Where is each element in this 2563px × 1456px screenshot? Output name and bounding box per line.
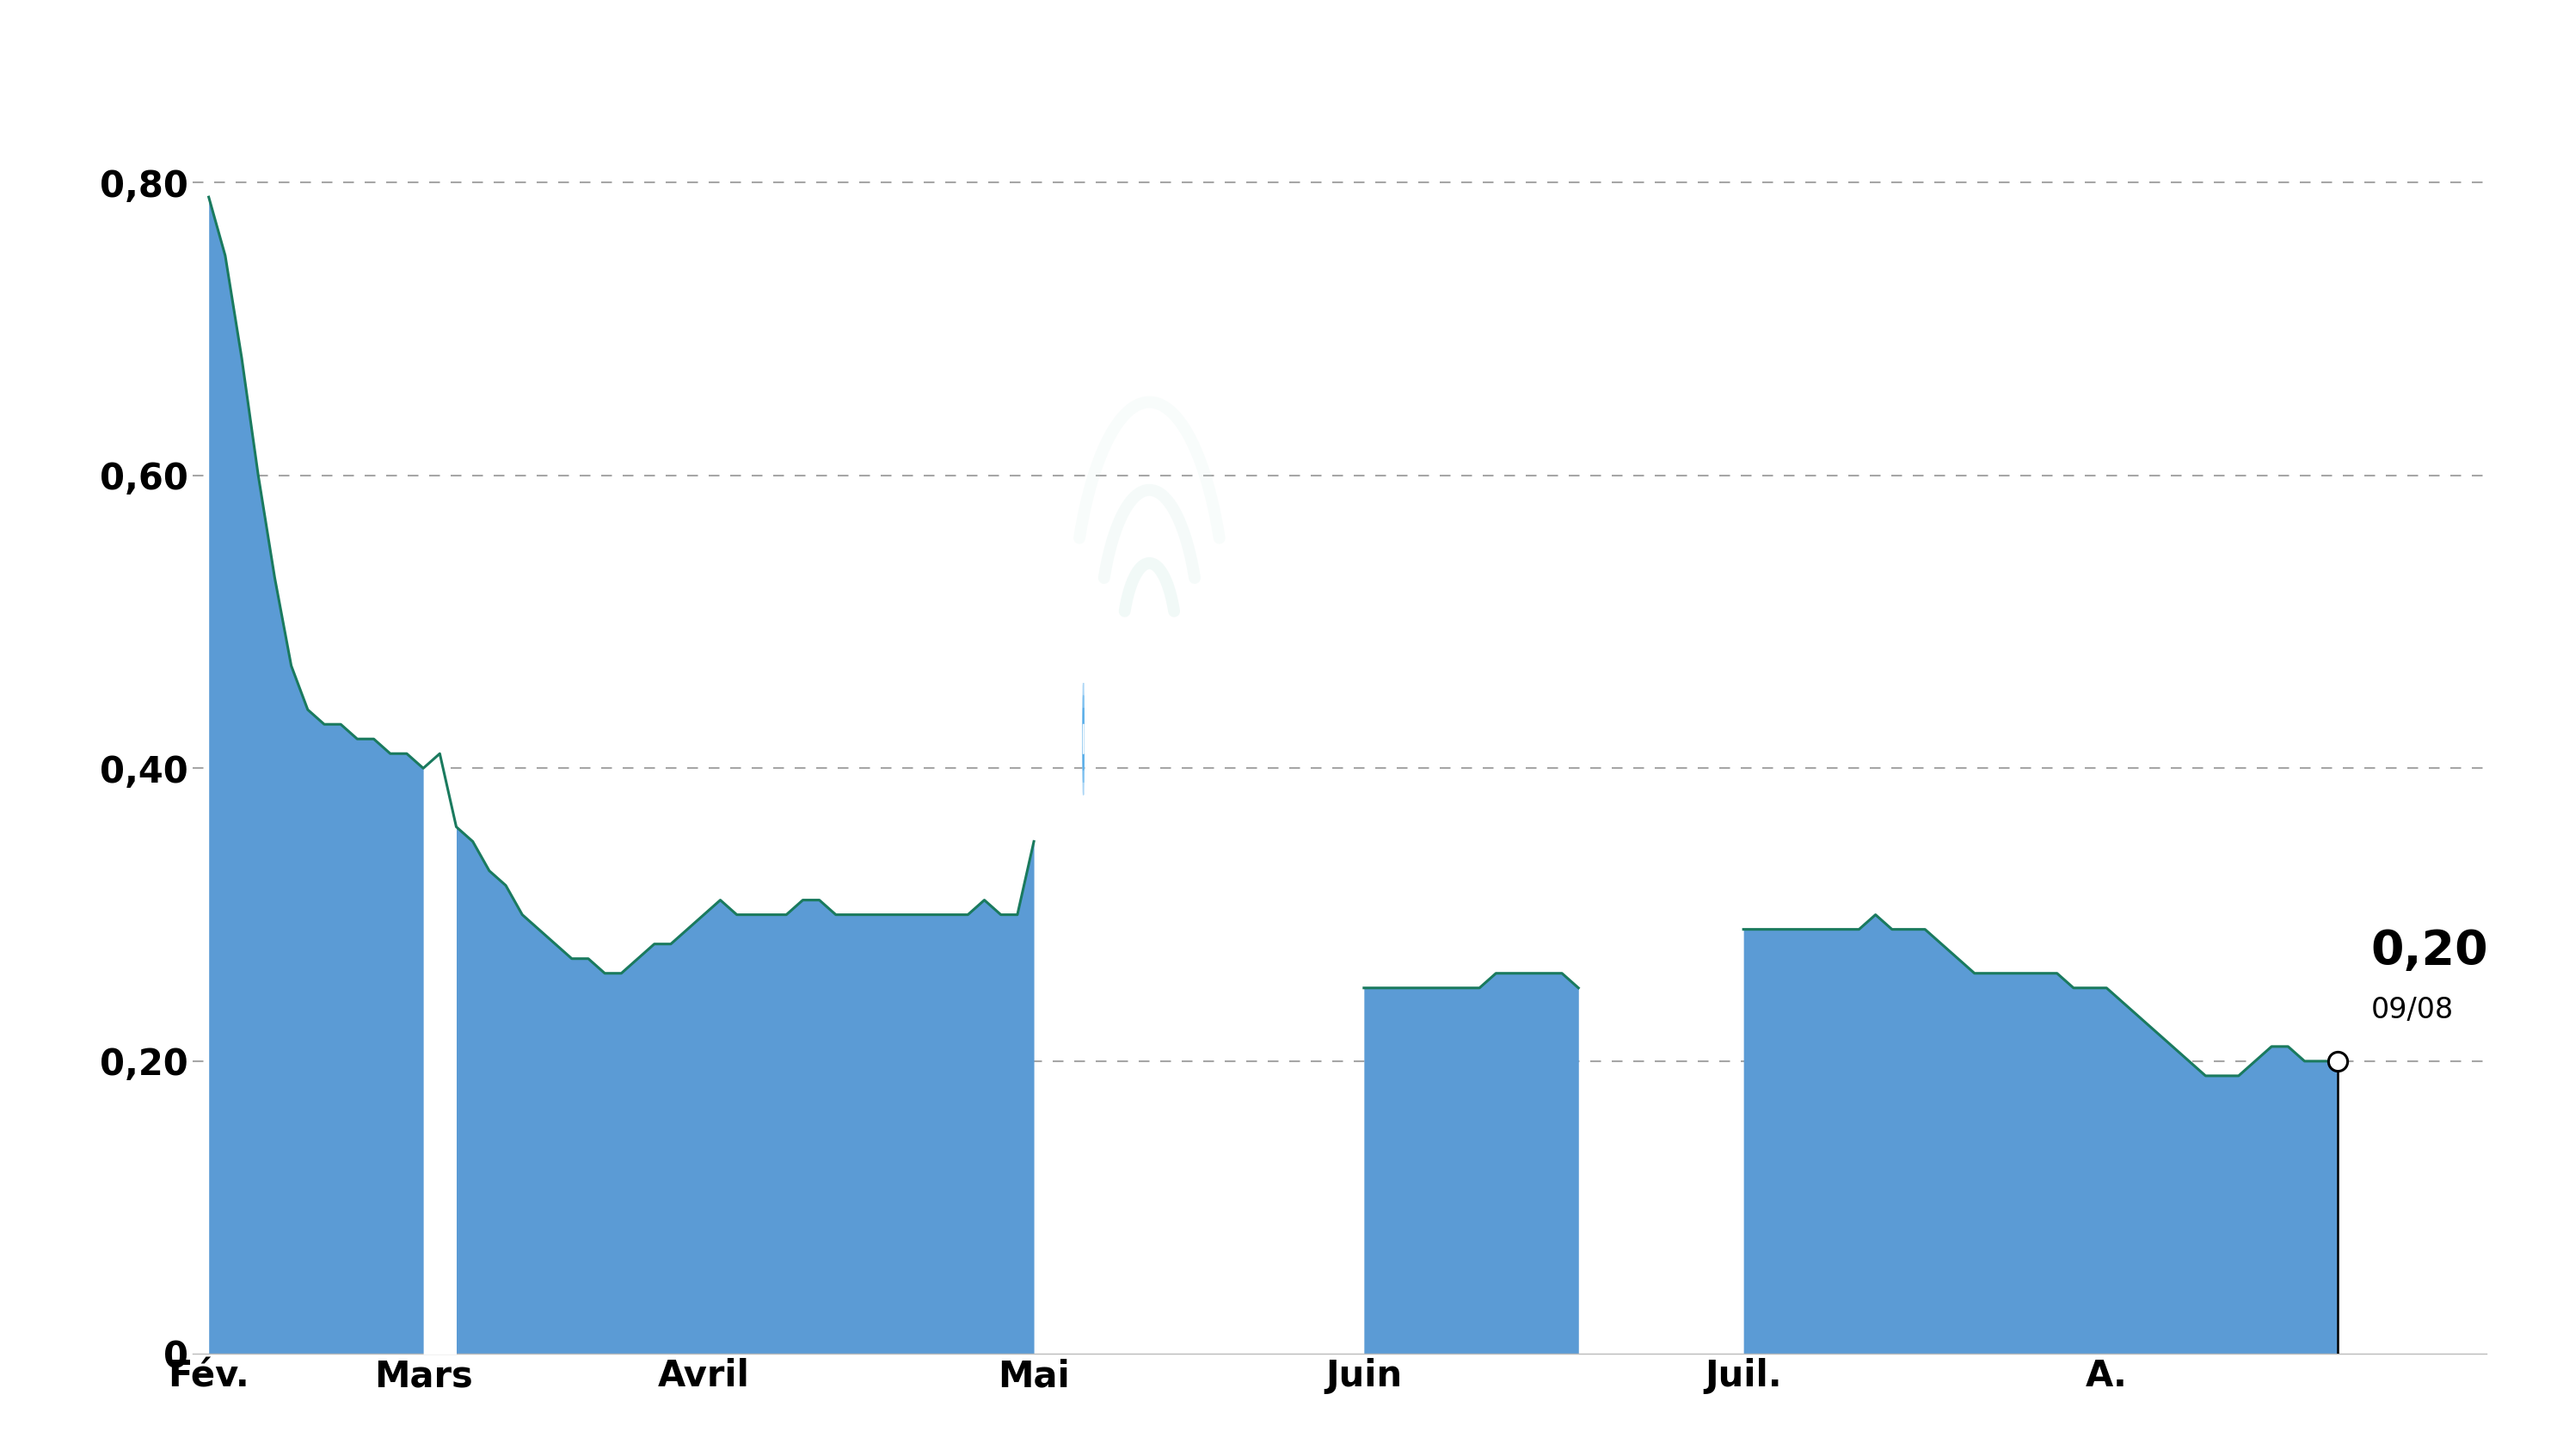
Text: 09/08: 09/08 xyxy=(2371,996,2453,1024)
Text: 0,20: 0,20 xyxy=(2371,927,2489,974)
Text: Focus Universal Inc.: Focus Universal Inc. xyxy=(892,20,1671,87)
